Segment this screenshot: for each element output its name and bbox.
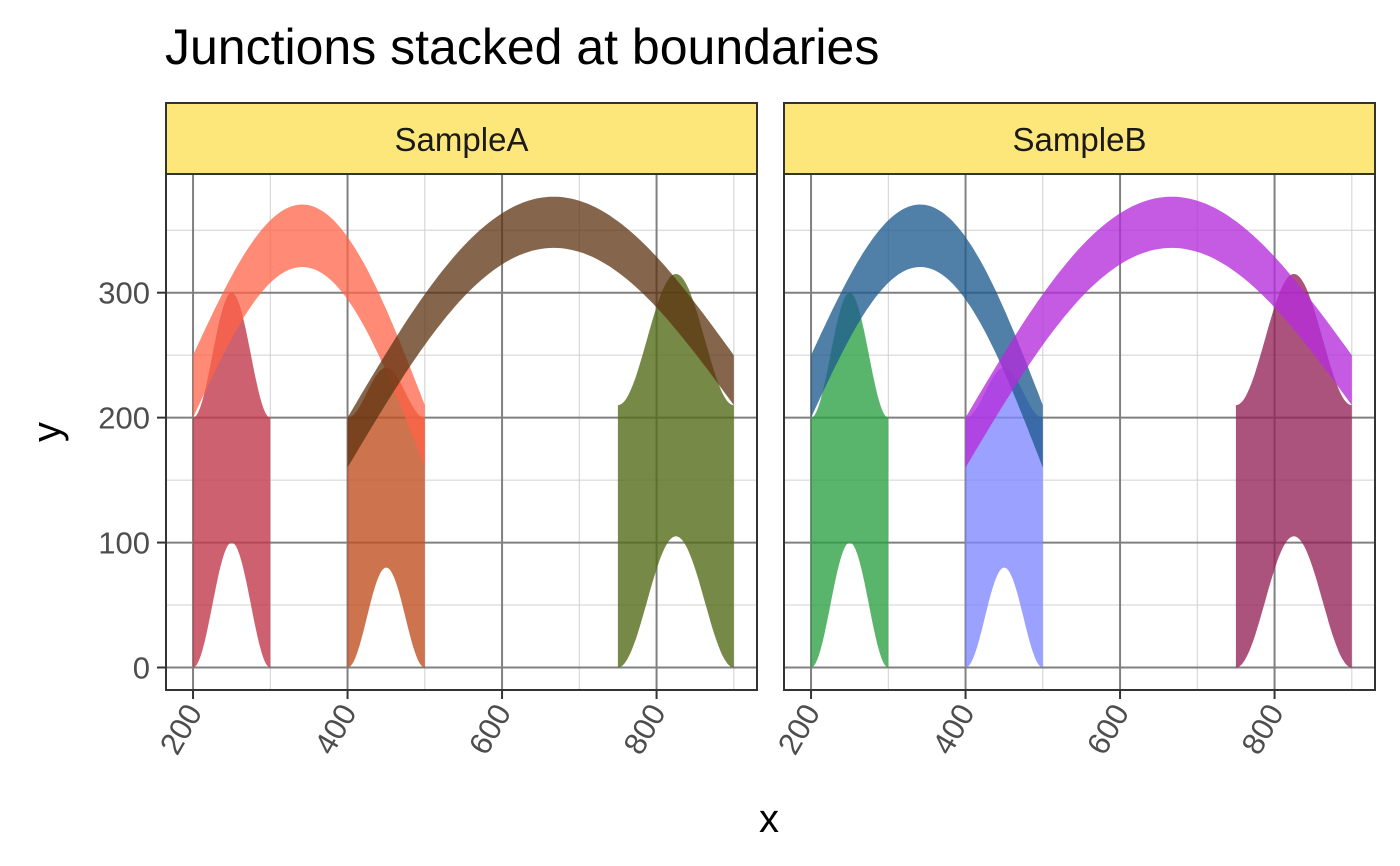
x-tick-label: 600	[1080, 698, 1136, 760]
x-tick-label: 400	[307, 698, 363, 760]
junction-ribbon-4	[811, 204, 1043, 468]
y-axis-title: y	[25, 422, 69, 442]
x-axis-title: x	[759, 797, 779, 841]
x-tick-label: 800	[616, 698, 672, 760]
panels-layer: SampleA 200 400 600 800 0 100 200 300 SampleB 200 4…	[98, 102, 1376, 760]
x-tick-label: 600	[462, 698, 518, 760]
junction-arch-1	[811, 292, 889, 668]
chart-title: Junctions stacked at boundaries	[165, 19, 879, 75]
y-tick-label: 0	[133, 651, 150, 686]
junction-arch-3	[1235, 274, 1352, 668]
x-tick-label: 800	[1234, 698, 1290, 760]
junction-arch-2	[965, 367, 1043, 668]
x-tick-label: 400	[925, 698, 981, 760]
facet-strip	[783, 102, 1376, 175]
panel-SampleB: SampleB 200 400 600 800	[771, 102, 1376, 760]
junction-ribbon-5	[347, 196, 734, 468]
junction-arch-2	[347, 367, 425, 668]
junction-ribbon-5	[965, 196, 1352, 468]
facet-strip-label: SampleA	[395, 121, 529, 158]
junction-arch-1	[193, 292, 271, 668]
x-tick-label: 200	[771, 698, 827, 760]
junction-arch-3	[617, 274, 734, 668]
y-tick-label: 100	[98, 526, 150, 561]
facet-strip-label: SampleB	[1013, 121, 1147, 158]
y-tick-label: 200	[98, 401, 150, 436]
x-tick-label: 200	[153, 698, 209, 760]
y-tick-label: 300	[98, 276, 150, 311]
junction-ribbon-4	[193, 204, 425, 468]
facet-strip	[165, 102, 758, 175]
panel-SampleA: SampleA 200 400 600 800 0 100 200 300	[98, 102, 758, 760]
